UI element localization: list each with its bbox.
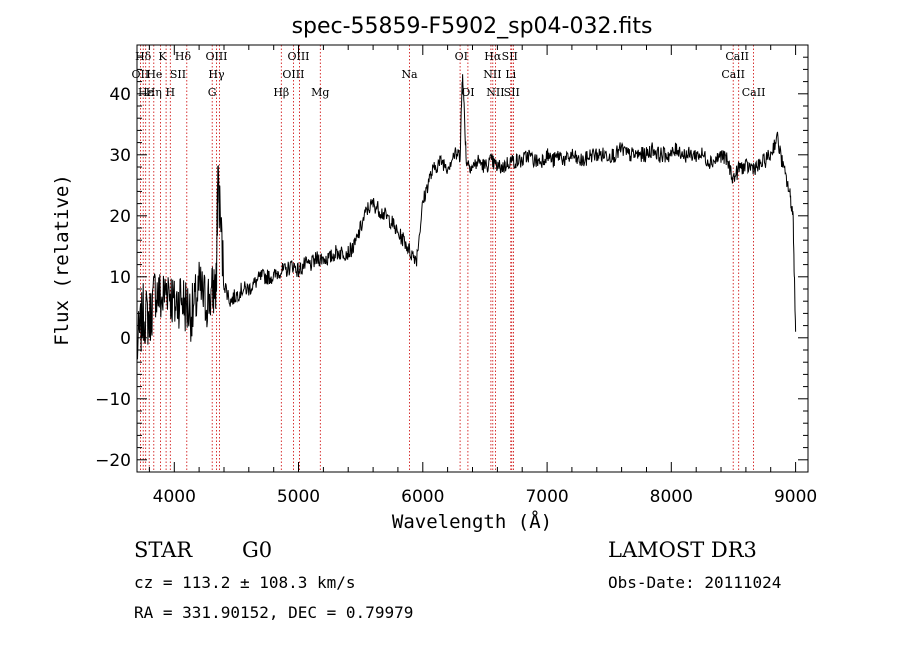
x-axis-label: Wavelength (Å) — [392, 510, 552, 533]
y-tick-label-30: 30 — [109, 146, 131, 166]
line-label-5: OI — [455, 50, 468, 63]
y-axis-label: Flux (relative) — [51, 174, 73, 346]
line-label-19: Hη — [146, 86, 162, 99]
line-label-15: NII — [483, 68, 501, 81]
y-tick-label-40: 40 — [109, 85, 131, 105]
object-class: STAR — [134, 538, 193, 562]
line-label-21: G — [208, 86, 217, 99]
line-label-3: OIII — [205, 50, 227, 63]
line-label-4: OIII — [287, 50, 309, 63]
line-label-18: Hε — [138, 86, 154, 99]
line-label-9: OII — [132, 68, 150, 81]
line-label-24: OI — [461, 86, 474, 99]
line-label-16: Li — [505, 68, 516, 81]
line-label-0: Hδ — [135, 50, 152, 63]
line-label-13: OIII — [282, 68, 304, 81]
chart-title: spec-55859-F5902_sp04-032.fits — [292, 14, 653, 39]
spectral-subclass: G0 — [242, 538, 273, 562]
line-label-26: SII — [504, 86, 520, 99]
line-label-11: SII — [170, 68, 186, 81]
spectrum-line — [136, 74, 797, 360]
line-label-22: Hβ — [273, 86, 289, 99]
line-label-10: He — [146, 68, 162, 81]
redshift-text: cz = 113.2 ± 108.3 km/s — [134, 573, 356, 592]
line-label-6: Hα — [484, 50, 502, 63]
x-tick-label-8000: 8000 — [650, 487, 693, 507]
line-label-20: H — [166, 86, 176, 99]
line-label-23: Mg — [311, 86, 329, 99]
coordinates-text: RA = 331.90152, DEC = 0.79979 — [134, 603, 414, 622]
line-label-17: CaII — [721, 68, 745, 81]
x-axis: 4000 5000 6000 7000 8000 9000 — [148, 45, 817, 507]
y-tick-label-20: 20 — [109, 207, 131, 227]
x-tick-label-4000: 4000 — [153, 487, 196, 507]
x-tick-label-9000: 9000 — [774, 487, 817, 507]
plot-frame — [136, 44, 809, 473]
line-label-7: SII — [502, 50, 518, 63]
line-label-8: CaII — [725, 50, 749, 63]
line-label-25: NII — [486, 86, 504, 99]
x-tick-label-6000: 6000 — [401, 487, 444, 507]
y-tick-label-10: 10 — [109, 268, 131, 288]
line-label-14: Na — [401, 68, 418, 81]
line-label-2: Hδ — [175, 50, 192, 63]
spectral-line-markers — [139, 45, 754, 472]
y-tick-label--10: −10 — [95, 390, 131, 410]
observation-date: Obs-Date: 20111024 — [608, 573, 782, 592]
survey-name: LAMOST DR3 — [608, 538, 757, 562]
x-tick-label-5000: 5000 — [277, 487, 320, 507]
x-tick-label-7000: 7000 — [525, 487, 568, 507]
line-label-27: CaII — [742, 86, 766, 99]
line-label-12: Hγ — [208, 68, 225, 81]
y-tick-label-0: 0 — [120, 329, 131, 349]
line-label-1: K — [158, 50, 167, 63]
y-axis: −20 −10 0 10 20 30 40 — [95, 56, 808, 471]
y-tick-label--20: −20 — [95, 451, 131, 471]
